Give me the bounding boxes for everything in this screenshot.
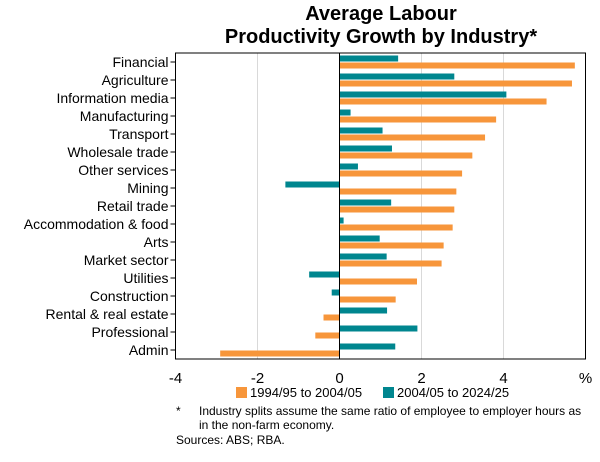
category-label: Wholesale trade xyxy=(67,144,168,160)
bar-2005-2025 xyxy=(339,199,392,206)
bar-1994-2005 xyxy=(339,206,455,213)
bar-2005-2025 xyxy=(285,181,340,188)
category-label: Other services xyxy=(78,162,168,178)
bar-2005-2025 xyxy=(339,163,358,170)
x-tick-label: 2 xyxy=(417,370,425,387)
footnote-marker: * xyxy=(176,404,181,418)
legend-swatch xyxy=(383,387,394,398)
bar-1994-2005 xyxy=(339,260,442,267)
bar-1994-2005 xyxy=(339,224,453,231)
bar-2005-2025 xyxy=(339,145,392,152)
bar-2005-2025 xyxy=(339,73,455,80)
bar-1994-2005 xyxy=(220,350,340,357)
x-tick-label: 0 xyxy=(335,370,343,387)
bar-2005-2025 xyxy=(339,91,507,98)
legend-swatch xyxy=(236,387,247,398)
x-tick-label: -2 xyxy=(251,370,264,387)
category-label: Construction xyxy=(90,288,169,304)
bar-1994-2005 xyxy=(339,152,473,159)
bar-1994-2005 xyxy=(339,170,463,177)
category-label: Market sector xyxy=(84,252,169,268)
bar-2005-2025 xyxy=(339,127,383,134)
bar-1994-2005 xyxy=(339,98,547,105)
bar-2005-2025 xyxy=(339,235,380,242)
x-tick-label: % xyxy=(579,370,592,387)
bar-1994-2005 xyxy=(339,278,417,285)
bar-1994-2005 xyxy=(339,62,575,69)
bar-1994-2005 xyxy=(339,134,486,141)
bar-2005-2025 xyxy=(339,343,396,350)
category-label: Professional xyxy=(91,324,168,340)
category-label: Information media xyxy=(56,90,168,106)
bar-2005-2025 xyxy=(331,289,340,296)
category-label: Rental & real estate xyxy=(46,306,169,322)
bar-1994-2005 xyxy=(339,242,444,249)
bar-2005-2025 xyxy=(339,253,387,260)
category-label: Transport xyxy=(109,126,169,142)
category-label: Manufacturing xyxy=(80,108,169,124)
category-label: Financial xyxy=(112,54,168,70)
sources: Sources: ABS; RBA. xyxy=(176,433,285,447)
category-label: Arts xyxy=(144,234,169,250)
bar-1994-2005 xyxy=(339,80,572,87)
legend-label: 2004/05 to 2024/25 xyxy=(397,385,509,400)
bar-2005-2025 xyxy=(339,325,418,332)
category-label: Retail trade xyxy=(97,198,169,214)
bar-2005-2025 xyxy=(339,217,344,224)
chart-title-line2: Productivity Growth by Industry* xyxy=(224,26,538,48)
category-label: Admin xyxy=(129,342,169,358)
bar-2005-2025 xyxy=(339,307,388,314)
bar-1994-2005 xyxy=(339,116,497,123)
bar-1994-2005 xyxy=(315,332,340,339)
bar-1994-2005 xyxy=(339,188,457,195)
legend-label: 1994/95 to 2004/05 xyxy=(250,385,362,400)
bar-2005-2025 xyxy=(309,271,340,278)
bar-1994-2005 xyxy=(339,296,396,303)
x-tick-label: -4 xyxy=(169,370,182,387)
footnote-text-1: Industry splits assume the same ratio of… xyxy=(199,404,582,418)
category-label: Utilities xyxy=(123,270,168,286)
x-tick-label: 4 xyxy=(499,370,507,387)
bar-2005-2025 xyxy=(339,55,399,62)
bar-2005-2025 xyxy=(339,109,351,116)
plot-frame xyxy=(175,52,586,360)
footnote-text-2: in the non-farm economy. xyxy=(199,418,335,432)
chart-title-line1: Average Labour xyxy=(305,3,457,25)
category-label: Accommodation & food xyxy=(24,216,169,232)
category-label: Mining xyxy=(127,180,168,196)
bar-1994-2005 xyxy=(323,314,340,321)
category-label: Agriculture xyxy=(102,72,169,88)
